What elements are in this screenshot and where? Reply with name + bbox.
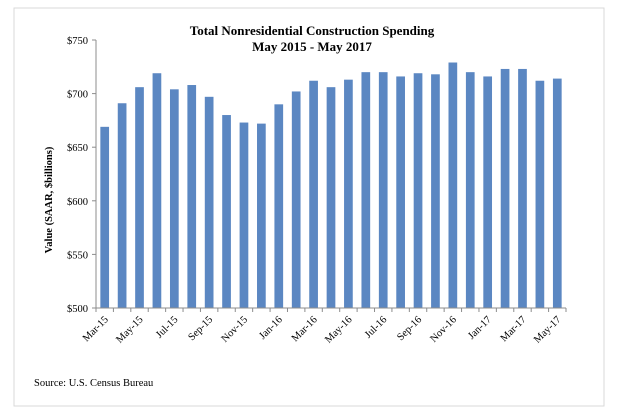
source-note: Source: U.S. Census Bureau — [34, 378, 154, 389]
bar-may-17 — [552, 78, 562, 308]
y-tick-label: $600 — [67, 197, 88, 208]
bar-jan-17 — [483, 76, 493, 308]
chart-title: Total Nonresidential Construction Spendi… — [190, 23, 435, 38]
bar-mar-16 — [309, 80, 318, 309]
y-tick-label: $750 — [67, 36, 88, 47]
bar-sep-15 — [204, 96, 214, 308]
bar-oct-16 — [431, 74, 440, 308]
bar-apr-16 — [326, 87, 336, 308]
bar-dec-15 — [257, 123, 266, 308]
bar-apr-15 — [117, 103, 127, 308]
bar-dec-16 — [465, 72, 475, 308]
bar-jun-15 — [152, 73, 162, 309]
bar-jul-16 — [378, 72, 388, 308]
y-tick-label: $700 — [67, 90, 88, 101]
bar-nov-15 — [239, 122, 249, 308]
bar-aug-16 — [396, 76, 405, 308]
bar-jul-15 — [169, 89, 179, 308]
bar-apr-17 — [535, 80, 545, 309]
y-tick-label: $550 — [67, 250, 88, 261]
y-tick-label: $650 — [67, 143, 88, 154]
bar-jan-16 — [274, 104, 284, 308]
bar-oct-15 — [222, 115, 231, 308]
bar-aug-15 — [187, 85, 197, 308]
bar-mar-17 — [518, 68, 527, 308]
bar-jun-16 — [361, 72, 371, 308]
bar-feb-17 — [500, 68, 510, 308]
chart-subtitle: May 2015 - May 2017 — [252, 39, 372, 54]
bar-sep-16 — [413, 73, 423, 309]
y-axis-label: Value (SAAR, $billions) — [44, 146, 55, 253]
bar-nov-16 — [448, 62, 458, 309]
y-axis-ticks: $500 $550 $600 $650 $700 $750 — [67, 36, 96, 315]
bar-may-15 — [135, 87, 144, 308]
bars — [100, 62, 562, 309]
bar-may-16 — [344, 79, 353, 308]
y-tick-label: $500 — [67, 304, 88, 315]
bar-mar-15 — [100, 126, 110, 308]
bar-feb-16 — [291, 91, 301, 309]
